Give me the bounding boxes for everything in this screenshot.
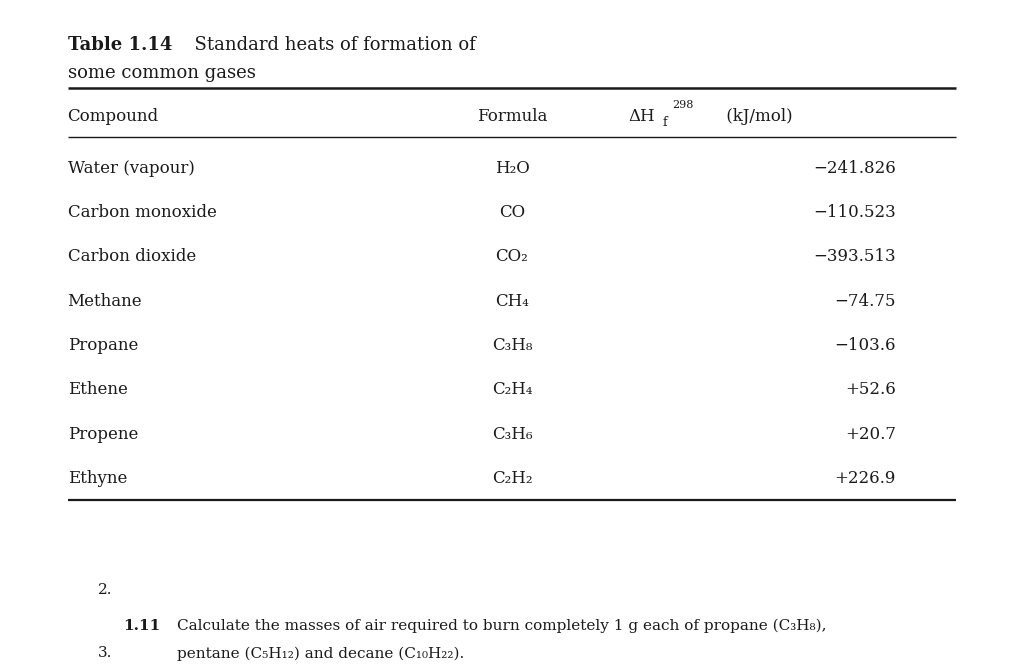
Text: C₃H₈: C₃H₈ bbox=[492, 337, 532, 354]
Text: Calculate the masses of air required to burn completely 1 g each of propane (C₃H: Calculate the masses of air required to … bbox=[177, 619, 826, 633]
Text: 2.: 2. bbox=[98, 583, 113, 597]
Text: Formula: Formula bbox=[477, 108, 547, 125]
Text: ΔH: ΔH bbox=[628, 108, 654, 125]
Text: CH₄: CH₄ bbox=[495, 293, 529, 310]
Text: −74.75: −74.75 bbox=[835, 293, 896, 310]
Text: Propane: Propane bbox=[68, 337, 138, 354]
Text: Ethene: Ethene bbox=[68, 381, 127, 398]
Text: Carbon dioxide: Carbon dioxide bbox=[68, 249, 196, 265]
Text: C₃H₆: C₃H₆ bbox=[492, 425, 532, 443]
Text: pentane (C₅H₁₂) and decane (C₁₀H₂₂).: pentane (C₅H₁₂) and decane (C₁₀H₂₂). bbox=[177, 647, 464, 661]
Text: 3.: 3. bbox=[98, 647, 113, 660]
Text: f: f bbox=[663, 116, 667, 129]
Text: C₂H₂: C₂H₂ bbox=[492, 470, 532, 487]
Text: −110.523: −110.523 bbox=[813, 204, 896, 221]
Text: Methane: Methane bbox=[68, 293, 142, 310]
Text: 298: 298 bbox=[673, 100, 694, 110]
Text: some common gases: some common gases bbox=[68, 64, 255, 82]
Text: CO₂: CO₂ bbox=[496, 249, 528, 265]
Text: Propene: Propene bbox=[68, 425, 138, 443]
Text: Ethyne: Ethyne bbox=[68, 470, 127, 487]
Text: +226.9: +226.9 bbox=[835, 470, 896, 487]
Text: H₂O: H₂O bbox=[495, 160, 529, 177]
Text: +52.6: +52.6 bbox=[845, 381, 896, 398]
Text: −103.6: −103.6 bbox=[835, 337, 896, 354]
Text: −393.513: −393.513 bbox=[813, 249, 896, 265]
Text: +20.7: +20.7 bbox=[845, 425, 896, 443]
Text: Standard heats of formation of: Standard heats of formation of bbox=[182, 36, 475, 54]
Text: Water (vapour): Water (vapour) bbox=[68, 160, 195, 177]
Text: Table 1.14: Table 1.14 bbox=[68, 36, 172, 54]
Text: −241.826: −241.826 bbox=[813, 160, 896, 177]
Text: Carbon monoxide: Carbon monoxide bbox=[68, 204, 216, 221]
Text: Compound: Compound bbox=[68, 108, 159, 125]
Text: (kJ/mol): (kJ/mol) bbox=[721, 108, 793, 125]
Text: CO: CO bbox=[499, 204, 525, 221]
Text: 1.11: 1.11 bbox=[123, 619, 161, 633]
Text: C₂H₄: C₂H₄ bbox=[492, 381, 532, 398]
